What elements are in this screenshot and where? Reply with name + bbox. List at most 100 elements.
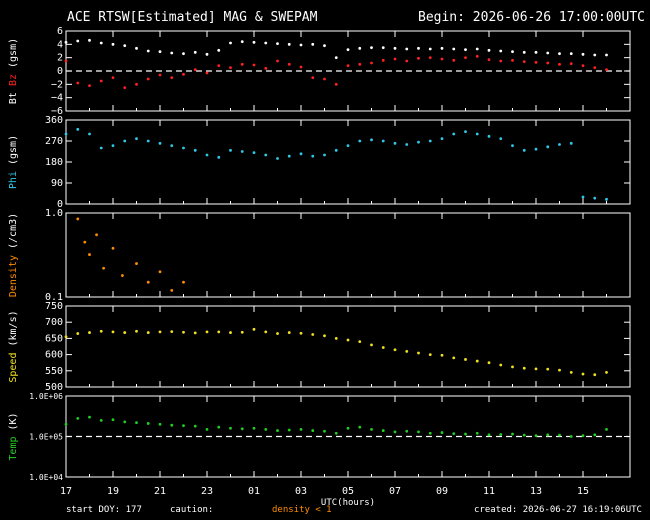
- xtick-label: 01: [248, 486, 260, 497]
- point-phi: [64, 132, 68, 136]
- point-bt: [569, 52, 573, 56]
- point-bz: [511, 58, 514, 62]
- point-bt: [511, 50, 514, 54]
- point-phi: [569, 141, 573, 145]
- ytick-label-mag: −2: [51, 79, 63, 90]
- point-bz: [605, 68, 608, 72]
- point-bt: [487, 48, 491, 52]
- ytick-label-mag: 4: [57, 39, 63, 50]
- point-phi: [123, 139, 127, 143]
- point-speed: [205, 330, 209, 334]
- ylabel-speed: Speed (km/s): [8, 310, 19, 382]
- point-speed: [393, 348, 397, 352]
- point-temp: [64, 422, 68, 426]
- point-temp: [569, 435, 573, 438]
- start-doy: start DOY: 177: [66, 505, 142, 515]
- point-speed: [417, 351, 420, 355]
- point-bt: [76, 39, 80, 43]
- point-bt: [522, 50, 526, 54]
- point-bt: [158, 50, 162, 54]
- point-bt: [205, 52, 209, 56]
- point-phi: [405, 143, 409, 146]
- point-speed: [522, 366, 526, 370]
- point-speed: [581, 372, 585, 376]
- point-temp: [428, 431, 432, 435]
- point-speed: [111, 330, 115, 334]
- point-temp: [240, 427, 244, 431]
- point-bt: [264, 41, 268, 45]
- point-bt: [405, 47, 409, 51]
- point-temp: [581, 434, 585, 438]
- point-bz: [522, 60, 526, 64]
- point-temp: [205, 427, 209, 431]
- point-speed: [287, 331, 291, 334]
- point-speed: [370, 343, 373, 347]
- point-bt: [193, 50, 197, 54]
- point-bz: [276, 59, 279, 63]
- point-bt: [534, 50, 538, 54]
- point-temp: [534, 434, 538, 438]
- panel-frame-density: [65, 212, 631, 298]
- ytick-label-temp: 1.0E+06: [29, 392, 63, 401]
- point-temp: [193, 424, 197, 428]
- point-temp: [146, 422, 150, 425]
- caution-label: caution:: [170, 505, 214, 515]
- point-bt: [417, 46, 420, 50]
- point-phi: [487, 134, 491, 138]
- created-timestamp: created: 2026-06-27 16:19:06UTC: [474, 505, 642, 515]
- point-temp: [370, 427, 373, 431]
- ytick-label-phi: 0: [57, 199, 63, 210]
- point-speed: [311, 333, 315, 336]
- point-phi: [287, 154, 291, 158]
- point-bz: [76, 81, 80, 85]
- point-phi: [393, 141, 397, 145]
- point-bz: [393, 57, 397, 61]
- ytick-label-speed: 700: [45, 317, 63, 328]
- point-bt: [88, 38, 91, 42]
- point-bt: [299, 43, 303, 47]
- point-speed: [135, 329, 138, 333]
- point-speed: [334, 337, 338, 340]
- point-speed: [88, 331, 91, 334]
- point-bt: [240, 40, 244, 44]
- xtick-label: 23: [201, 486, 213, 497]
- point-bt: [111, 42, 115, 46]
- point-temp: [88, 415, 91, 419]
- point-speed: [440, 353, 444, 357]
- point-phi: [475, 132, 479, 136]
- point-bt: [381, 46, 385, 50]
- point-phi: [158, 141, 162, 145]
- point-temp: [76, 416, 80, 420]
- point-temp: [405, 429, 409, 433]
- point-temp: [252, 426, 256, 430]
- point-temp: [311, 429, 315, 432]
- ytick-label-speed: 550: [45, 366, 63, 377]
- ytick-label-speed: 650: [45, 333, 63, 344]
- point-density: [146, 280, 150, 284]
- point-bz: [475, 54, 479, 58]
- point-bz: [99, 79, 103, 83]
- point-density: [121, 274, 124, 277]
- point-bz: [240, 62, 244, 66]
- point-bz: [205, 71, 209, 75]
- ylabel-density: Density (/cm3): [8, 213, 19, 297]
- point-bz: [417, 56, 420, 60]
- point-temp: [323, 429, 326, 433]
- ytick-label-mag: 0: [57, 66, 63, 77]
- point-bz: [346, 64, 350, 68]
- point-bz: [464, 56, 467, 60]
- point-phi: [593, 196, 597, 200]
- point-phi: [522, 148, 526, 152]
- point-bz: [581, 64, 585, 68]
- point-speed: [358, 340, 362, 344]
- point-temp: [511, 432, 514, 436]
- point-phi: [299, 152, 303, 156]
- point-bz: [287, 62, 291, 66]
- point-bt: [323, 44, 326, 48]
- point-phi: [358, 139, 362, 143]
- point-speed: [569, 371, 573, 374]
- point-bt: [123, 44, 127, 48]
- point-speed: [276, 332, 279, 335]
- point-speed: [428, 353, 432, 356]
- point-temp: [135, 421, 138, 425]
